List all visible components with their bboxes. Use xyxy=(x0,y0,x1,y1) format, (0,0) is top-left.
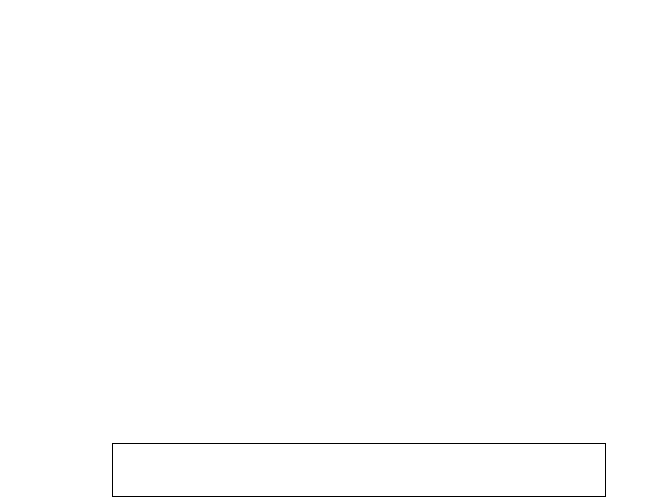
sfwmd-seal xyxy=(602,440,664,500)
disclaimer-box xyxy=(112,443,606,497)
